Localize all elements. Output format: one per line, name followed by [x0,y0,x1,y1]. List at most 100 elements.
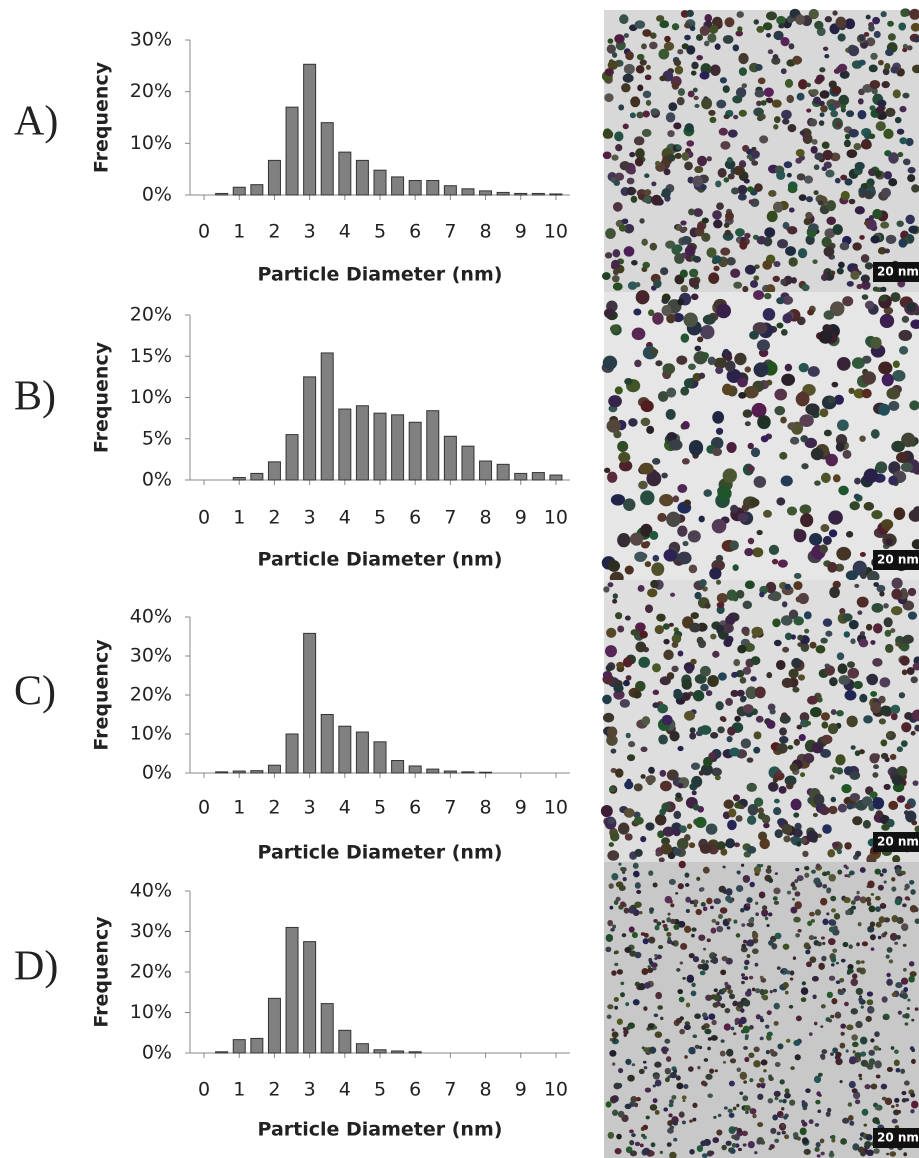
particle [701,1153,708,1158]
particle [750,150,760,159]
particle [808,223,819,232]
particle [656,921,662,926]
particle [886,1066,893,1072]
particle [825,1017,831,1022]
particle [712,1137,720,1144]
particle [692,899,699,905]
particle [600,804,613,818]
particle [749,881,755,888]
particle [772,988,778,993]
particle [741,696,747,702]
particle [911,1100,919,1109]
particle [773,639,782,647]
particle [782,943,790,950]
particle [608,786,617,793]
particle [683,499,691,507]
particle [646,425,655,435]
particle [712,410,725,424]
particle [629,112,636,119]
particle [739,677,747,684]
particle [884,525,891,532]
particle [797,642,803,647]
particle [624,946,632,953]
particle [671,1094,677,1100]
particle [910,1092,916,1098]
particle [863,32,870,37]
particle [609,905,614,910]
particle [676,96,685,106]
particle [642,1147,651,1155]
bar [549,193,563,196]
particle [699,579,707,587]
particle [699,970,706,976]
particle [654,925,660,931]
particle [652,312,664,325]
bar [426,768,440,774]
particle [845,909,851,916]
bar [479,190,493,196]
particle [814,1123,820,1127]
particle [660,267,669,276]
particle [837,988,842,993]
particle [692,255,702,263]
particle [680,386,690,396]
particle [909,400,919,411]
particle [870,691,878,697]
particle [766,923,770,928]
particle [818,120,825,126]
particle [798,734,806,742]
particle [765,1049,770,1055]
particle [759,975,764,980]
particle [885,538,893,546]
particle [822,941,826,946]
particle [806,961,812,968]
particle [800,435,809,443]
particle [747,803,759,816]
particle [688,439,704,456]
particle [744,232,751,239]
particle [896,917,904,925]
particle [727,726,736,736]
particle [698,515,705,523]
particle [805,949,811,955]
particle [683,834,691,842]
particle [654,814,667,826]
particle [774,405,786,416]
particle [740,973,746,977]
particle [723,114,730,120]
particle [848,870,855,876]
particle [875,461,888,474]
particle [620,866,627,872]
particle [772,201,784,213]
particle [830,963,835,967]
y-axis-label: Frequency [91,916,113,1028]
particle [830,796,837,803]
particle [760,1059,768,1066]
particle [869,921,876,928]
particle [875,121,886,132]
particle [790,906,798,914]
particle [607,38,614,44]
particle [769,708,776,715]
particle [833,913,841,920]
bar [320,714,334,774]
particle [820,748,832,759]
particle [715,366,724,374]
bar [232,186,246,196]
particle [870,892,875,896]
particle [813,164,820,171]
particle [795,1015,802,1022]
particle [897,918,901,923]
particle [667,936,672,941]
particle [747,442,754,450]
particle [713,898,721,905]
particle [711,519,727,534]
particle [677,525,688,537]
particle [885,954,890,959]
particle [782,982,789,989]
particle [726,926,731,930]
particle [780,615,793,626]
particle [902,43,908,49]
particle [783,161,793,169]
y-tick-label: 40% [130,606,172,628]
